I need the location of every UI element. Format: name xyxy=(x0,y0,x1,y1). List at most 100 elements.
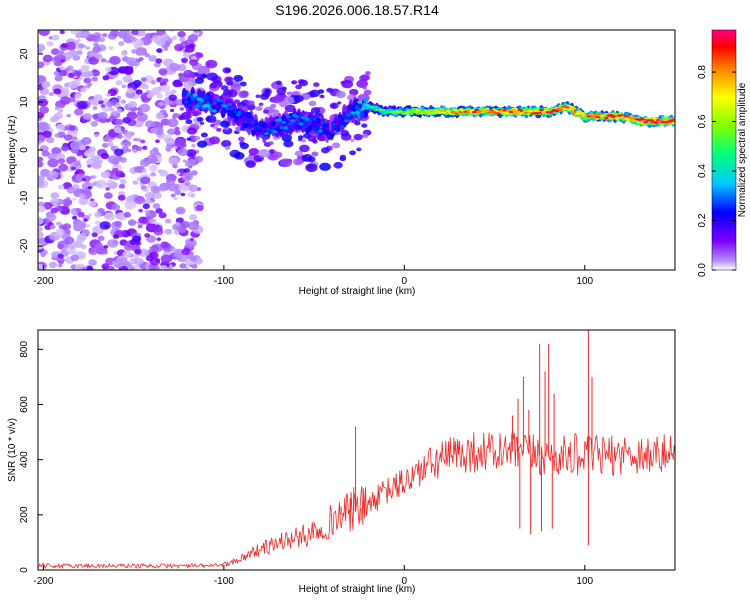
spectrogram-speckle xyxy=(168,94,178,102)
spectrogram-speckle xyxy=(301,153,313,162)
spectrogram-speckle xyxy=(122,250,132,259)
spectrogram-ridge-cell xyxy=(591,116,596,119)
spectrogram-speckle xyxy=(248,147,260,156)
spectrogram-speckle xyxy=(195,204,204,212)
spectrogram-speckle xyxy=(337,101,342,105)
spectrogram-speckle xyxy=(149,251,159,259)
spectrogram-speckle xyxy=(185,119,193,125)
spectrogram-speckle xyxy=(107,265,115,270)
spectrogram-ridge-cell xyxy=(671,119,675,122)
spectrogram-speckle xyxy=(98,37,105,43)
spectrogram-ridge-cell xyxy=(608,113,614,117)
spectrogram-ridge-cell xyxy=(571,111,577,114)
spectrogram-speckle xyxy=(93,94,103,102)
spectrogram-speckle xyxy=(201,73,207,78)
spectrogram-ridge-cell xyxy=(565,106,570,109)
spectrogram-speckle xyxy=(172,163,178,168)
spectrogram-ridge-cell xyxy=(404,112,410,115)
spectrogram-speckle xyxy=(38,43,46,52)
spectrogram-x-tick-label: -100 xyxy=(214,276,234,287)
spectrogram-speckle xyxy=(126,148,132,153)
spectrogram-speckle xyxy=(68,96,76,103)
spectrogram-speckle xyxy=(38,201,45,207)
spectrogram-speckle xyxy=(193,72,200,77)
spectrogram-speckle xyxy=(107,239,119,248)
spectrogram-ridge-cell xyxy=(508,110,514,114)
spectrogram-speckle xyxy=(190,256,198,262)
spectrogram-speckle xyxy=(188,184,199,192)
spectrogram-speckle xyxy=(238,90,249,99)
spectrogram-speckle xyxy=(140,176,151,185)
spectrogram-speckle xyxy=(255,94,261,98)
spectrogram-speckle xyxy=(181,248,191,256)
spectrogram-speckle xyxy=(152,203,161,209)
colorbar-label: Normalized spectral amplitude xyxy=(737,82,748,217)
spectrogram-speckle xyxy=(177,82,184,87)
spectrogram-speckle xyxy=(155,139,160,143)
spectrogram-speckle xyxy=(75,71,82,77)
snr-x-tick-label: -200 xyxy=(33,576,53,587)
spectrogram-speckle xyxy=(353,133,363,141)
spectrogram-speckle xyxy=(54,75,63,82)
spectrogram-ridge-cell xyxy=(359,111,365,119)
colorbar-tick-label: 0.4 xyxy=(697,164,708,178)
spectrogram-speckle xyxy=(326,87,334,93)
spectrogram-speckle xyxy=(87,164,92,168)
spectrogram-speckle xyxy=(155,58,163,64)
spectrogram-speckle xyxy=(281,134,293,142)
spectrogram-speckle xyxy=(85,224,91,228)
spectrogram-speckle xyxy=(152,147,159,153)
spectrogram-ridge-cell xyxy=(257,126,263,131)
spectrogram-speckle xyxy=(60,59,66,63)
spectrogram-speckle xyxy=(283,96,295,105)
spectrogram-ridge-cell xyxy=(372,105,378,108)
spectrogram-speckle xyxy=(135,146,143,152)
spectrogram-speckle xyxy=(131,49,138,54)
spectrogram-speckle xyxy=(107,155,120,165)
spectrogram-speckle xyxy=(94,243,103,250)
spectrogram-x-tick-label: 0 xyxy=(402,276,408,287)
spectrogram-ridge-cell xyxy=(415,109,421,112)
spectrogram-speckle xyxy=(124,131,134,138)
spectrogram-speckle xyxy=(183,69,194,78)
spectrogram-speckle xyxy=(309,89,320,98)
spectrogram-speckle xyxy=(230,83,241,92)
spectrogram-speckle xyxy=(349,150,356,156)
spectrogram-ridge-cell xyxy=(580,112,586,115)
spectrogram-speckle xyxy=(72,184,80,190)
spectrogram-speckle xyxy=(38,216,44,225)
spectrogram-ridge-cell xyxy=(450,111,456,114)
spectrogram-ridge-cell xyxy=(411,109,417,112)
spectrogram-speckle xyxy=(127,219,137,226)
spectrogram-speckle xyxy=(134,257,144,266)
spectrogram-speckle xyxy=(175,222,181,227)
spectrogram-speckle xyxy=(361,123,368,128)
spectrogram-ridge-cell xyxy=(290,119,295,123)
spectrogram-speckle xyxy=(209,83,218,89)
spectrogram-speckle xyxy=(133,166,142,173)
spectrogram-speckle xyxy=(53,71,60,76)
spectrogram-speckle xyxy=(174,126,180,131)
spectrogram-speckle xyxy=(131,235,142,243)
spectrogram-speckle xyxy=(50,115,59,123)
spectrogram-speckle xyxy=(73,108,84,116)
spectrogram-speckle xyxy=(38,98,48,107)
spectrogram-speckle xyxy=(156,237,162,242)
spectrogram-speckle xyxy=(152,191,162,200)
spectrogram-speckle xyxy=(91,155,100,163)
spectrogram-speckle xyxy=(137,224,143,229)
spectrogram-speckle xyxy=(216,127,222,132)
spectrogram-speckle xyxy=(245,160,256,168)
spectrogram-speckle xyxy=(108,45,114,50)
spectrogram-speckle xyxy=(160,254,173,264)
spectrogram-speckle xyxy=(187,171,193,176)
spectrogram-speckle xyxy=(132,149,138,154)
spectrogram-speckle xyxy=(62,198,73,207)
spectrogram-speckle xyxy=(194,155,204,163)
spectrogram-speckle xyxy=(116,108,123,114)
spectrogram-speckle xyxy=(268,141,274,145)
spectrogram-speckle xyxy=(142,84,149,90)
spectrogram-ridge-cell xyxy=(188,103,194,107)
spectrogram-ridge-cell xyxy=(186,93,191,97)
snr-series-line xyxy=(38,430,675,570)
